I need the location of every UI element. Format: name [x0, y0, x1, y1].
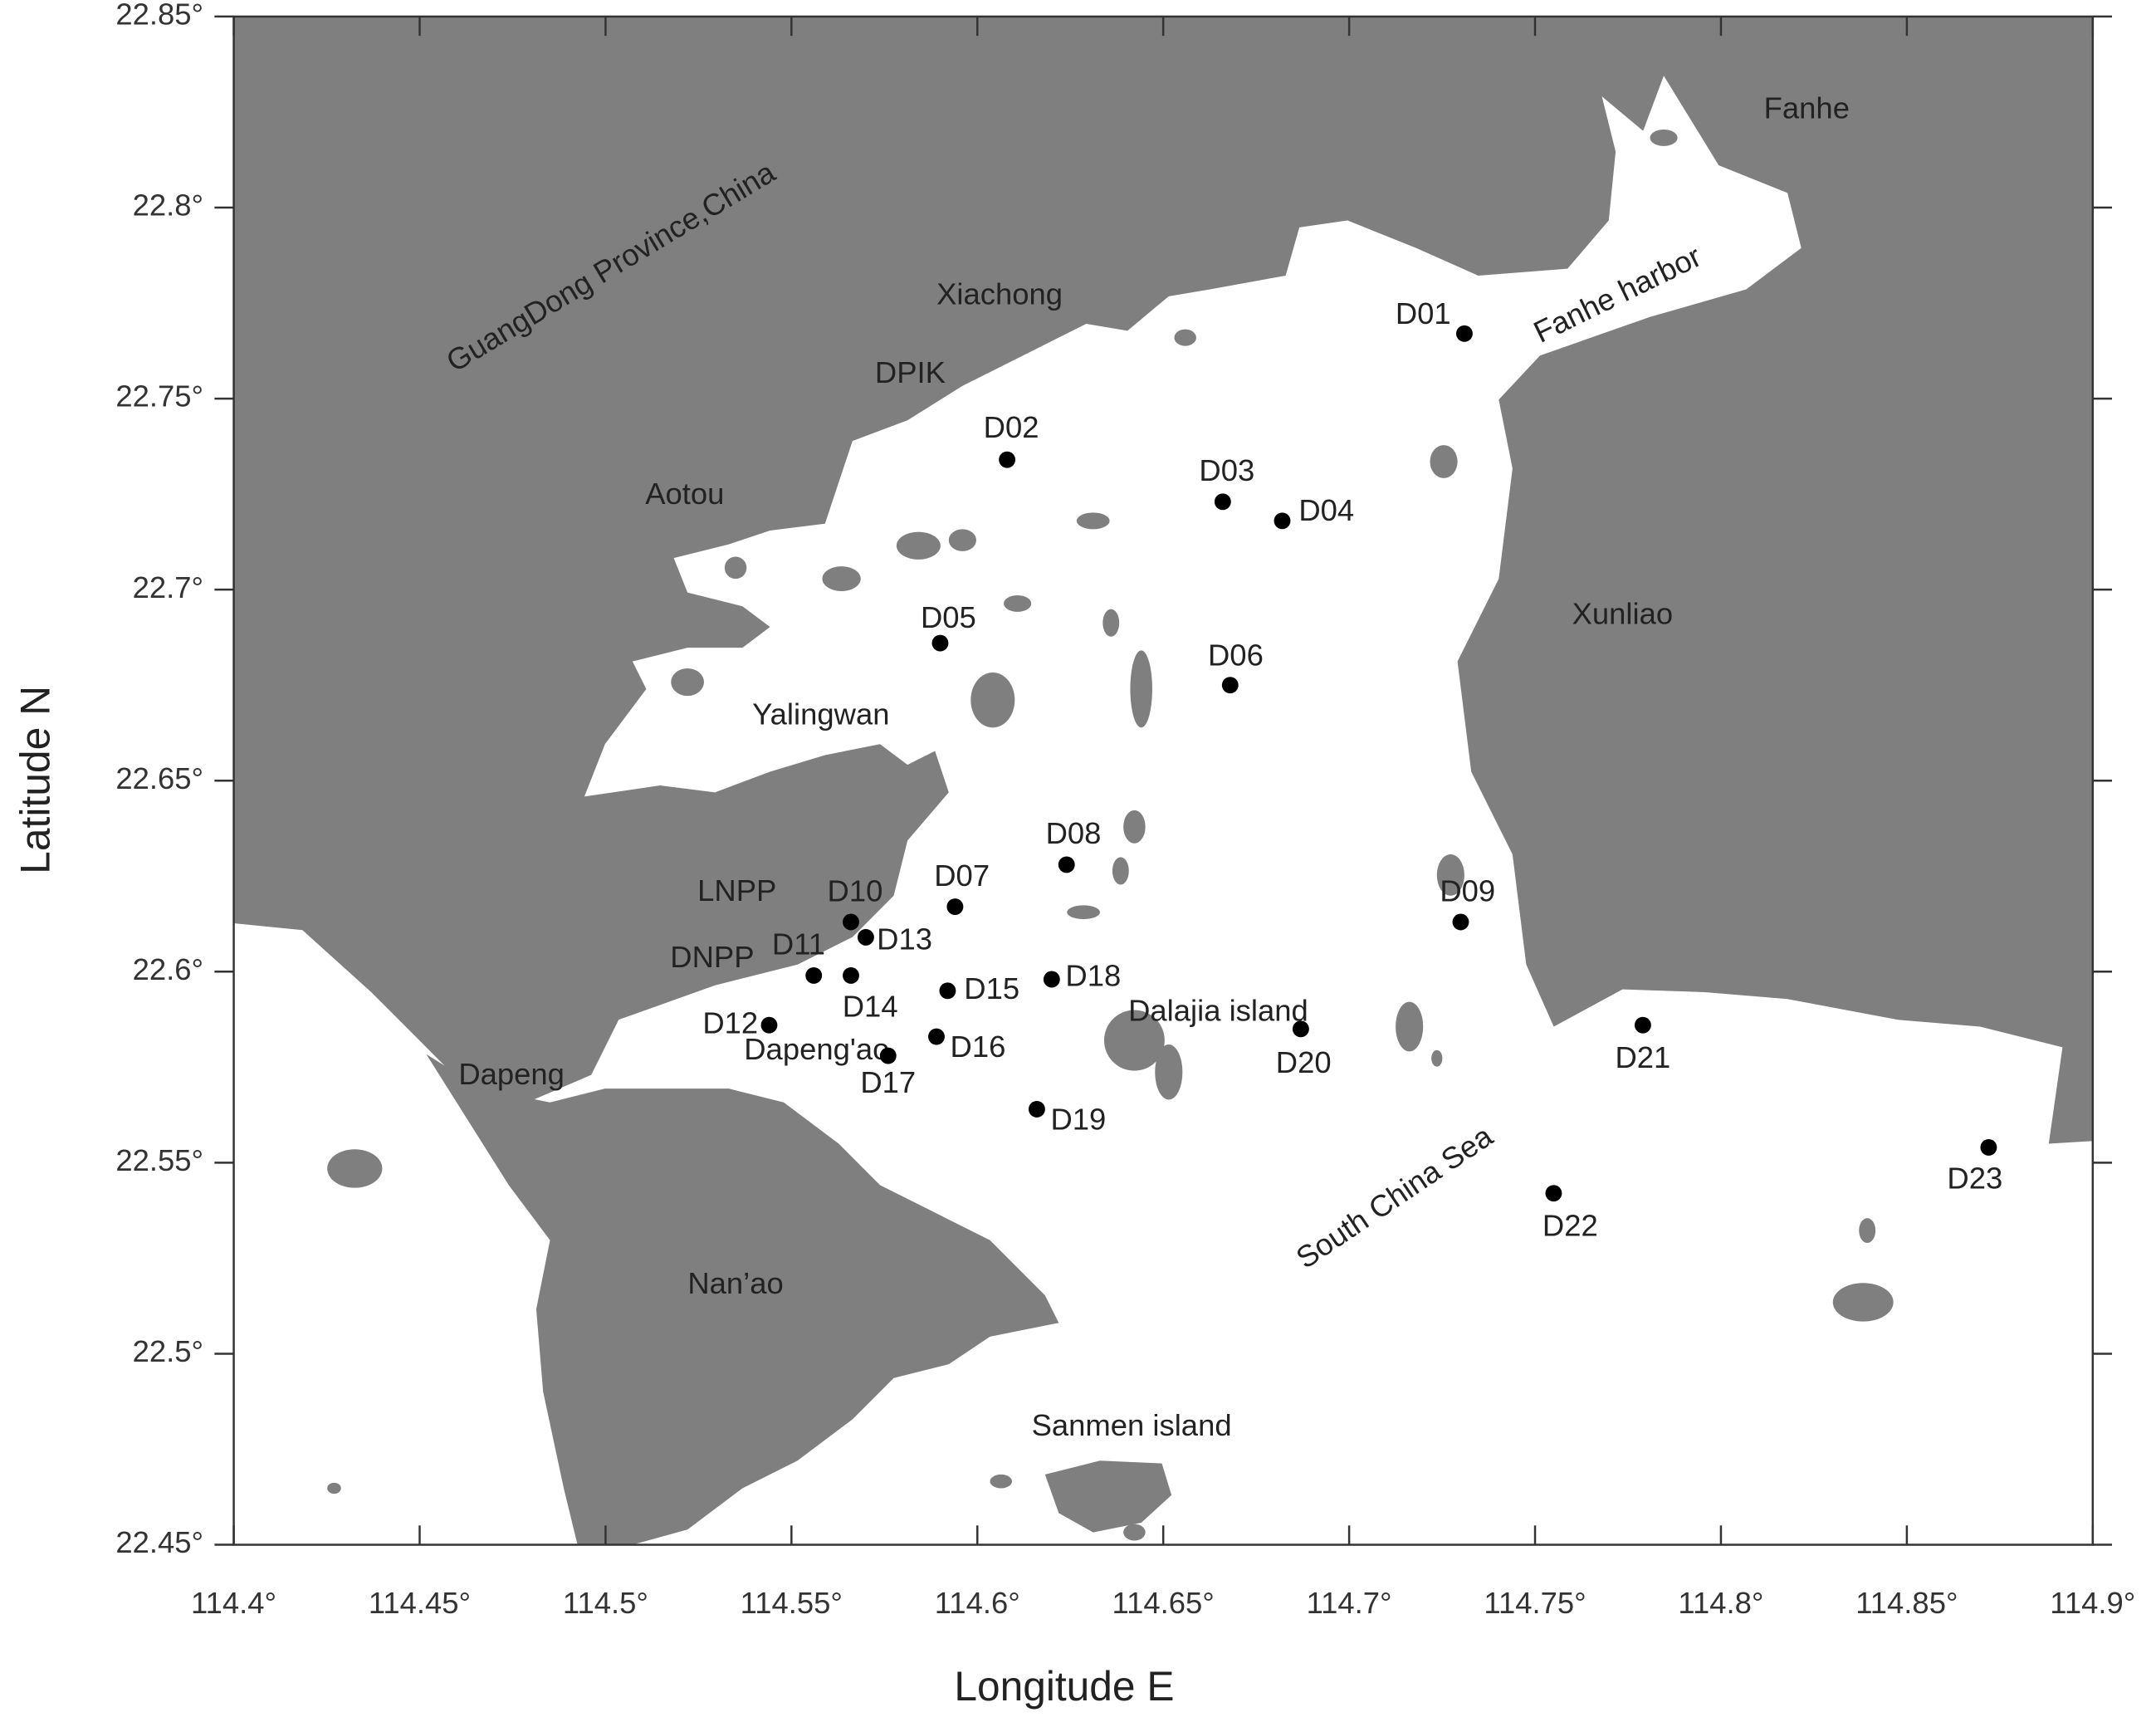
basemap [233, 16, 2093, 1545]
ticks: 114.4° 114.45° 114.5° 114.55° 114.6° 114.65° 1… [115, 0, 2135, 1620]
place-label: Xunliao [1572, 597, 1674, 631]
station-label: D15 [964, 971, 1019, 1005]
station-dot [1634, 1016, 1651, 1034]
y-tick-label: 22.75° [115, 379, 203, 413]
station-dot [939, 982, 956, 1000]
station-label: D20 [1276, 1045, 1332, 1079]
place-label: Dapeng'ao [744, 1032, 889, 1066]
station-dot [1292, 1020, 1309, 1038]
place-label: Sanmen island [1032, 1408, 1232, 1442]
y-tick-label: 22.8° [133, 188, 203, 223]
station-label: D10 [828, 873, 883, 907]
station-dot [1456, 325, 1473, 342]
station-label: D22 [1542, 1208, 1598, 1242]
station-label: D13 [877, 922, 932, 956]
station-dot [1214, 493, 1231, 511]
y-tick-label: 22.6° [133, 952, 203, 986]
station-label: D18 [1065, 958, 1121, 992]
station-label: D03 [1199, 453, 1254, 487]
place-label: Aotou [645, 477, 724, 511]
station-dot [857, 928, 874, 946]
x-tick-label: 114.85° [1855, 1586, 1958, 1620]
station-label: D17 [860, 1065, 916, 1099]
x-tick-label: 114.8° [1678, 1586, 1763, 1620]
station-label: D06 [1208, 638, 1264, 673]
y-tick-label: 22.7° [133, 570, 203, 604]
station-dot [760, 1016, 778, 1034]
nanao-land [426, 1054, 1059, 1545]
station-label: D23 [1947, 1161, 2002, 1195]
station-label: D16 [951, 1030, 1006, 1064]
place-label: DNPP [670, 940, 754, 974]
station-dot [843, 913, 859, 931]
y-tick-label: 22.5° [133, 1334, 203, 1368]
station-label: D11 [772, 927, 825, 961]
x-axis-title: Longitude E [954, 1663, 1174, 1710]
x-tick-label: 114.55° [741, 1586, 843, 1620]
station-label: D14 [843, 989, 898, 1023]
station-dot [946, 898, 964, 916]
y-tick-label: 22.85° [115, 0, 203, 32]
x-tick-label: 114.4° [191, 1586, 276, 1620]
station-dot [999, 451, 1016, 468]
station-label: D21 [1615, 1040, 1670, 1074]
place-label: Yalingwan [752, 697, 889, 731]
station-dot [1058, 856, 1075, 873]
place-label: LNPP [697, 873, 776, 907]
station-label: D08 [1046, 816, 1102, 850]
station-label: D07 [934, 858, 990, 893]
station-label: D09 [1440, 873, 1495, 907]
station-label: D02 [984, 410, 1039, 444]
station-dot [1980, 1139, 1997, 1156]
place-label: Fanhe [1764, 90, 1850, 125]
x-tick-label: 114.9° [2050, 1586, 2135, 1620]
station-label: D04 [1298, 493, 1354, 527]
x-tick-label: 114.5° [563, 1586, 648, 1620]
station-dot [928, 1028, 945, 1045]
station-dot [1274, 512, 1291, 530]
station-dot [879, 1047, 897, 1064]
station-dot [931, 634, 949, 652]
station-dot [1043, 971, 1060, 988]
place-label: Dapeng [458, 1057, 565, 1091]
place-label: Nan’ao [687, 1266, 783, 1300]
y-tick-label: 22.55° [115, 1143, 203, 1177]
x-tick-label: 114.45° [369, 1586, 471, 1620]
station-dot [1452, 913, 1469, 931]
x-tick-label: 114.7° [1307, 1586, 1392, 1620]
station-dot [1221, 677, 1239, 694]
station-label: D01 [1396, 296, 1451, 330]
islands [327, 130, 1894, 1541]
y-tick-label: 22.65° [115, 761, 203, 795]
station-dot [1028, 1101, 1045, 1118]
station-label: D12 [702, 1005, 758, 1039]
y-tick-label: 22.45° [115, 1525, 203, 1559]
x-tick-label: 114.75° [1484, 1586, 1586, 1620]
station-dot [843, 966, 859, 984]
x-tick-label: 114.6° [935, 1586, 1020, 1620]
x-tick-label: 114.65° [1112, 1586, 1215, 1620]
station-dot [805, 966, 823, 984]
place-label: DPIK [875, 355, 946, 389]
station-label: D19 [1050, 1103, 1106, 1137]
y-axis-title: Latitude N [12, 686, 59, 874]
station-label: D05 [921, 600, 976, 634]
station-dot [1545, 1185, 1562, 1202]
place-label: Dalajia island [1128, 994, 1308, 1028]
place-label: Xiachong [936, 276, 1063, 311]
